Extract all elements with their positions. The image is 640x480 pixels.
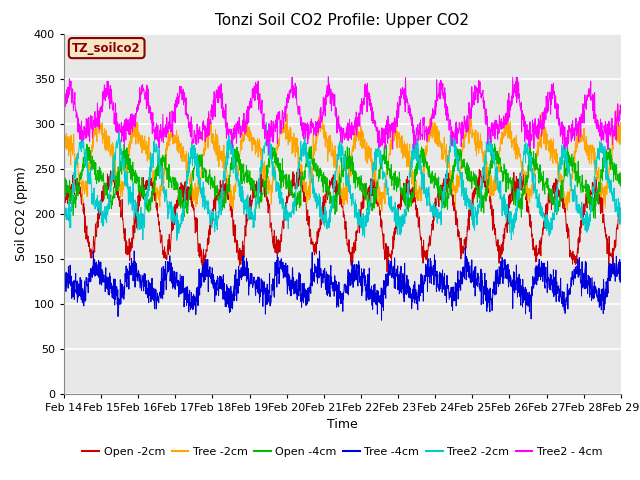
Tree2 -2cm bbox=[602, 146, 609, 152]
Open -2cm bbox=[60, 201, 68, 207]
Title: Tonzi Soil CO2 Profile: Upper CO2: Tonzi Soil CO2 Profile: Upper CO2 bbox=[216, 13, 469, 28]
Tree2 - 4cm bbox=[316, 107, 324, 112]
Tree -2cm bbox=[316, 129, 324, 134]
Open -4cm bbox=[499, 179, 506, 185]
Tree -4cm bbox=[331, 273, 339, 278]
Tree2 -2cm bbox=[173, 238, 180, 243]
Open -4cm bbox=[617, 183, 625, 189]
Line: Open -2cm: Open -2cm bbox=[64, 166, 621, 272]
Open -4cm bbox=[491, 141, 499, 147]
Open -4cm bbox=[591, 216, 599, 221]
X-axis label: Time: Time bbox=[327, 418, 358, 431]
Open -2cm bbox=[110, 163, 118, 169]
Open -2cm bbox=[602, 230, 609, 236]
Open -4cm bbox=[601, 156, 609, 161]
Tree2 - 4cm bbox=[265, 151, 273, 156]
Tree -2cm bbox=[378, 208, 386, 214]
Tree2 - 4cm bbox=[60, 109, 68, 115]
Tree -2cm bbox=[88, 147, 96, 153]
Tree2 - 4cm bbox=[617, 111, 625, 117]
Tree -4cm bbox=[601, 301, 609, 307]
Tree -4cm bbox=[499, 281, 507, 287]
Tree -2cm bbox=[601, 195, 609, 201]
Open -2cm bbox=[601, 225, 609, 230]
Tree -2cm bbox=[93, 107, 101, 113]
Tree -4cm bbox=[88, 275, 96, 280]
Open -2cm bbox=[331, 185, 339, 191]
Tree -2cm bbox=[60, 134, 68, 140]
Tree -4cm bbox=[378, 317, 385, 323]
Tree2 - 4cm bbox=[601, 127, 609, 133]
Line: Tree -2cm: Tree -2cm bbox=[64, 110, 621, 211]
Tree2 - 4cm bbox=[499, 125, 507, 131]
Line: Tree2 -2cm: Tree2 -2cm bbox=[64, 122, 621, 240]
Tree -4cm bbox=[461, 244, 469, 250]
Tree2 -2cm bbox=[601, 144, 609, 149]
Open -4cm bbox=[88, 154, 96, 159]
Line: Open -4cm: Open -4cm bbox=[64, 144, 621, 218]
Tree2 -2cm bbox=[617, 207, 625, 213]
Tree2 -2cm bbox=[262, 120, 270, 125]
Tree -4cm bbox=[60, 282, 68, 288]
Tree2 -2cm bbox=[317, 203, 324, 209]
Tree -2cm bbox=[617, 128, 625, 134]
Line: Tree2 - 4cm: Tree2 - 4cm bbox=[64, 77, 621, 154]
Open -4cm bbox=[331, 206, 339, 212]
Open -2cm bbox=[499, 248, 507, 254]
Open -2cm bbox=[617, 208, 625, 214]
Tree -4cm bbox=[602, 287, 609, 293]
Open -2cm bbox=[88, 249, 96, 254]
Tree2 - 4cm bbox=[602, 129, 609, 135]
Tree2 - 4cm bbox=[332, 112, 339, 118]
Tree2 -2cm bbox=[332, 169, 339, 175]
Tree -2cm bbox=[499, 135, 507, 141]
Text: TZ_soilco2: TZ_soilco2 bbox=[72, 42, 141, 55]
Tree2 - 4cm bbox=[324, 74, 332, 80]
Tree -2cm bbox=[602, 205, 609, 211]
Tree -4cm bbox=[617, 259, 625, 265]
Open -2cm bbox=[383, 269, 391, 275]
Open -4cm bbox=[316, 167, 324, 173]
Tree2 -2cm bbox=[499, 208, 507, 214]
Tree2 -2cm bbox=[88, 191, 96, 196]
Line: Tree -4cm: Tree -4cm bbox=[64, 247, 621, 320]
Tree2 -2cm bbox=[60, 211, 68, 217]
Tree -2cm bbox=[331, 143, 339, 149]
Tree2 - 4cm bbox=[88, 135, 96, 141]
Y-axis label: Soil CO2 (ppm): Soil CO2 (ppm) bbox=[15, 166, 28, 261]
Open -2cm bbox=[316, 216, 324, 222]
Open -4cm bbox=[602, 163, 609, 169]
Open -4cm bbox=[60, 181, 68, 187]
Legend: Open -2cm, Tree -2cm, Open -4cm, Tree -4cm, Tree2 -2cm, Tree2 - 4cm: Open -2cm, Tree -2cm, Open -4cm, Tree -4… bbox=[78, 443, 607, 461]
Tree -4cm bbox=[316, 267, 324, 273]
